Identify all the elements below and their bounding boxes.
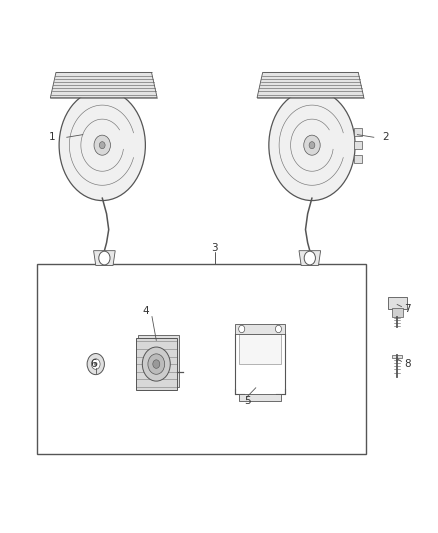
- Bar: [136, 338, 177, 391]
- Circle shape: [304, 135, 320, 155]
- Text: 3: 3: [212, 243, 218, 253]
- Circle shape: [276, 325, 282, 333]
- Ellipse shape: [269, 90, 355, 200]
- Polygon shape: [50, 72, 157, 98]
- Bar: [354, 141, 362, 149]
- Polygon shape: [257, 72, 364, 98]
- Bar: [239, 394, 282, 401]
- Bar: [235, 324, 285, 334]
- Bar: [388, 297, 406, 309]
- Circle shape: [153, 360, 160, 368]
- Circle shape: [94, 362, 98, 366]
- Circle shape: [309, 142, 315, 149]
- Circle shape: [94, 135, 110, 155]
- Text: 2: 2: [382, 132, 389, 142]
- Bar: [392, 354, 403, 358]
- Polygon shape: [299, 251, 321, 265]
- Text: 4: 4: [142, 306, 149, 316]
- Ellipse shape: [59, 90, 145, 200]
- Text: 6: 6: [90, 359, 97, 369]
- Circle shape: [304, 251, 315, 265]
- Bar: [392, 308, 403, 317]
- Bar: [354, 128, 362, 136]
- Circle shape: [92, 359, 100, 369]
- Circle shape: [148, 354, 165, 374]
- Polygon shape: [94, 251, 115, 265]
- Circle shape: [99, 142, 105, 149]
- Circle shape: [239, 325, 245, 333]
- Bar: [37, 264, 366, 454]
- Bar: [354, 155, 362, 163]
- Circle shape: [142, 347, 170, 381]
- Bar: [239, 334, 282, 364]
- Text: 8: 8: [404, 359, 410, 369]
- Text: 5: 5: [244, 396, 251, 406]
- Text: 7: 7: [404, 304, 410, 314]
- Bar: [138, 335, 180, 387]
- Circle shape: [99, 251, 110, 265]
- Circle shape: [87, 353, 104, 375]
- Text: 1: 1: [49, 132, 56, 142]
